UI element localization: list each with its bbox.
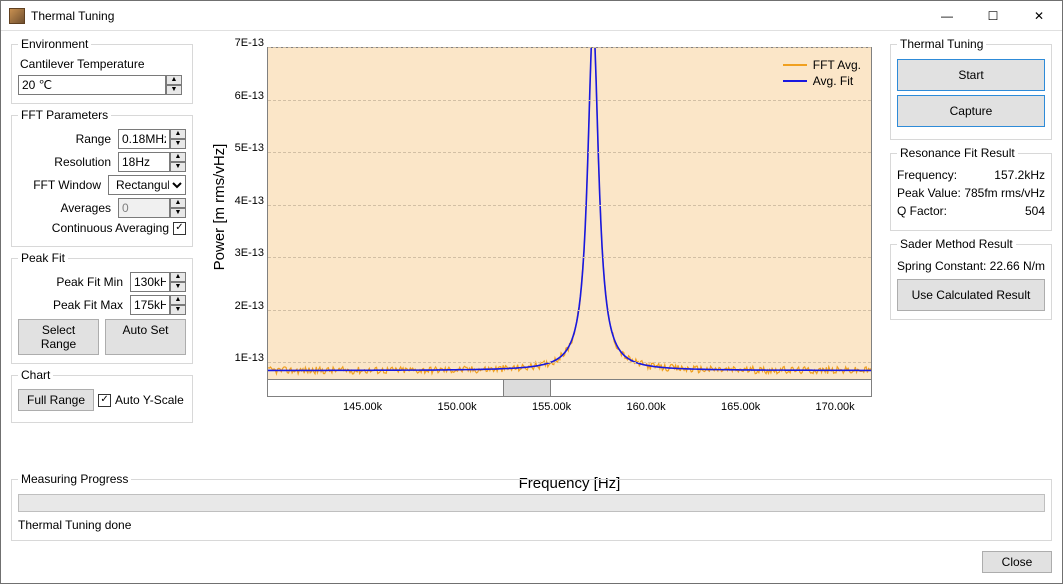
progress-status: Thermal Tuning done [18,518,1045,532]
result-spring-constant: 22.66 N/m [990,259,1045,273]
temp-label: Cantilever Temperature [20,57,186,71]
result-q-factor: 504 [1025,204,1045,218]
chart-legend: Chart [18,368,53,382]
auto-y-checkbox[interactable]: ✓ [98,394,111,407]
cont-avg-label: Continuous Averaging [52,221,169,235]
result-frequency: 157.2kHz [994,168,1045,182]
sader-result-group: Sader Method Result Spring Constant:22.6… [890,237,1052,320]
maximize-button[interactable]: ☐ [970,1,1016,31]
window-title: Thermal Tuning [31,9,924,23]
select-range-button[interactable]: Select Range [18,319,99,355]
thermal-chart: Power [m rms/vHz] FFT Avg. Avg. Fit 1E-1… [201,37,882,464]
peak-min-input[interactable]: ▲▼ [130,272,186,292]
spin-up-icon[interactable]: ▲ [166,75,182,85]
environment-legend: Environment [18,37,91,51]
chart-controls-group: Chart Full Range ✓ Auto Y-Scale [11,368,193,423]
auto-y-label: Auto Y-Scale [115,393,184,407]
minimize-button[interactable]: — [924,1,970,31]
averages-input[interactable]: ▲▼ [118,198,186,218]
capture-button[interactable]: Capture [897,95,1045,127]
thermal-tuning-group: Thermal Tuning Start Capture [890,37,1052,140]
cont-avg-checkbox[interactable]: ✓ [173,222,186,235]
full-range-button[interactable]: Full Range [18,389,94,411]
peakfit-legend: Peak Fit [18,251,68,265]
progress-bar [18,494,1045,512]
peak-max-input[interactable]: ▲▼ [130,295,186,315]
close-dialog-button[interactable]: Close [982,551,1052,573]
app-window: Thermal Tuning — ☐ ✕ Environment Cantile… [0,0,1063,584]
app-icon [9,8,25,24]
close-button[interactable]: ✕ [1016,1,1062,31]
start-button[interactable]: Start [897,59,1045,91]
result-peak-value: 785fm rms/vHz [964,186,1045,200]
peak-max-label: Peak Fit Max [18,298,126,312]
measuring-progress-group: Measuring Progress Thermal Tuning done [11,472,1052,541]
titlebar: Thermal Tuning — ☐ ✕ [1,1,1062,31]
fft-window-select[interactable]: Rectangular [108,175,186,195]
chart-legend-box: FFT Avg. Avg. Fit [777,52,867,94]
range-scrollbar[interactable] [267,379,872,397]
spin-down-icon[interactable]: ▼ [166,85,182,95]
fft-window-label: FFT Window [18,178,104,192]
y-axis-title: Power [m rms/vHz] [211,144,228,271]
auto-set-button[interactable]: Auto Set [105,319,186,355]
peak-fit-group: Peak Fit Peak Fit Min ▲▼ kHz Peak Fit Ma… [11,251,193,364]
cantilever-temp-input[interactable]: ▲▼ [18,75,186,95]
averages-label: Averages [18,201,114,215]
range-input[interactable]: MHz ▲▼ [118,129,186,149]
fft-legend: FFT Parameters [18,108,111,122]
range-label: Range [18,132,114,146]
peak-min-label: Peak Fit Min [18,275,126,289]
resolution-input[interactable]: ▲▼ [118,152,186,172]
use-result-button[interactable]: Use Calculated Result [897,279,1045,311]
environment-group: Environment Cantilever Temperature ▲▼ [11,37,193,104]
resonance-fit-result-group: Resonance Fit Result Frequency:157.2kHz … [890,146,1052,231]
range-thumb[interactable] [503,380,551,396]
fft-parameters-group: FFT Parameters Range MHz ▲▼ Resolution [11,108,193,247]
resolution-label: Resolution [18,155,114,169]
